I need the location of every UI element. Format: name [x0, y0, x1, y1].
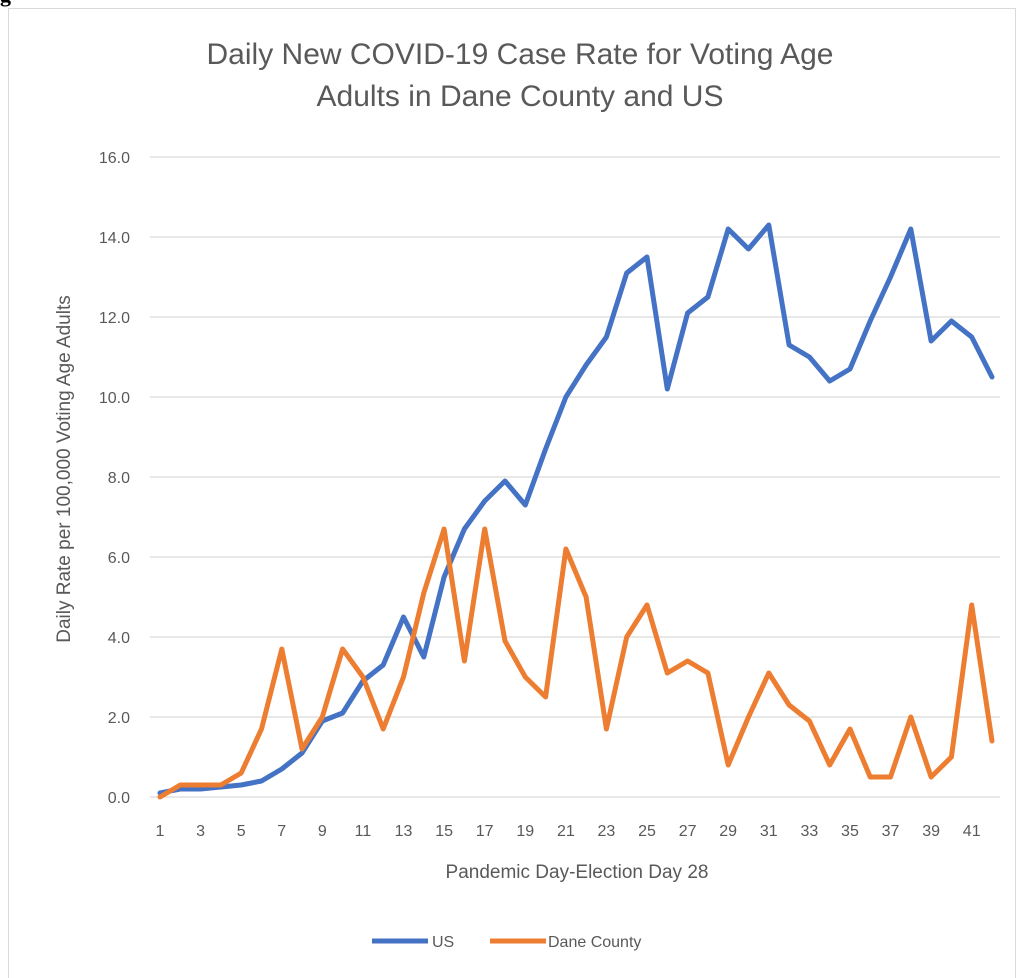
x-tick-label: 15	[435, 823, 453, 840]
series-line-us	[157, 222, 995, 796]
series-line-dane-county	[157, 526, 995, 800]
x-tick-label: 13	[395, 823, 413, 840]
x-tick-label: 31	[760, 823, 778, 840]
y-tick-label: 14.0	[99, 230, 130, 247]
legend-label-dane-county: Dane County	[548, 934, 641, 951]
y-tick-label: 2.0	[108, 710, 130, 727]
gridlines	[150, 156, 1000, 798]
chart-title: Daily New COVID-19 Case Rate for Voting …	[207, 38, 834, 113]
x-tick-label: 27	[679, 823, 697, 840]
legend: US Dane County	[372, 934, 641, 951]
x-tick-label: 41	[963, 823, 981, 840]
series-lines	[157, 222, 995, 800]
x-tick-label: 29	[719, 823, 737, 840]
x-axis-label: Pandemic Day-Election Day 28	[446, 862, 709, 883]
x-axis-ticks: 1 3 5 7 9 11 13 15 17 19 21 23 25 27 29 31 33 35 37 39 41	[156, 823, 981, 840]
y-tick-label: 16.0	[99, 150, 130, 167]
figure-label: g	[0, 0, 11, 8]
y-axis-label: Daily Rate per 100,000 Voting Age Adults	[54, 295, 75, 643]
y-tick-label: 6.0	[108, 550, 130, 567]
x-tick-label: 7	[277, 823, 286, 840]
y-axis-ticks: 0.0 2.0 4.0 6.0 8.0 10.0 12.0 14.0 16.0	[99, 150, 130, 807]
x-tick-label: 19	[516, 823, 534, 840]
x-tick-label: 1	[156, 823, 165, 840]
y-tick-label: 12.0	[99, 310, 130, 327]
chart-frame	[8, 8, 1016, 978]
x-tick-label: 9	[318, 823, 327, 840]
x-tick-label: 23	[598, 823, 616, 840]
y-tick-label: 4.0	[108, 630, 130, 647]
x-tick-label: 25	[638, 823, 656, 840]
chart-title-line-1: Daily New COVID-19 Case Rate for Voting …	[207, 38, 834, 71]
legend-label-us: US	[432, 934, 454, 951]
x-tick-label: 3	[196, 823, 205, 840]
chart-title-line-2: Adults in Dane County and US	[317, 80, 724, 113]
x-tick-label: 35	[841, 823, 859, 840]
x-tick-label: 17	[476, 823, 494, 840]
x-tick-label: 33	[800, 823, 818, 840]
x-tick-label: 39	[922, 823, 940, 840]
x-tick-label: 37	[882, 823, 900, 840]
y-tick-label: 0.0	[108, 790, 130, 807]
x-tick-label: 5	[237, 823, 246, 840]
y-tick-label: 10.0	[99, 390, 130, 407]
x-tick-label: 21	[557, 823, 575, 840]
x-tick-label: 11	[355, 823, 372, 840]
y-tick-label: 8.0	[108, 470, 130, 487]
